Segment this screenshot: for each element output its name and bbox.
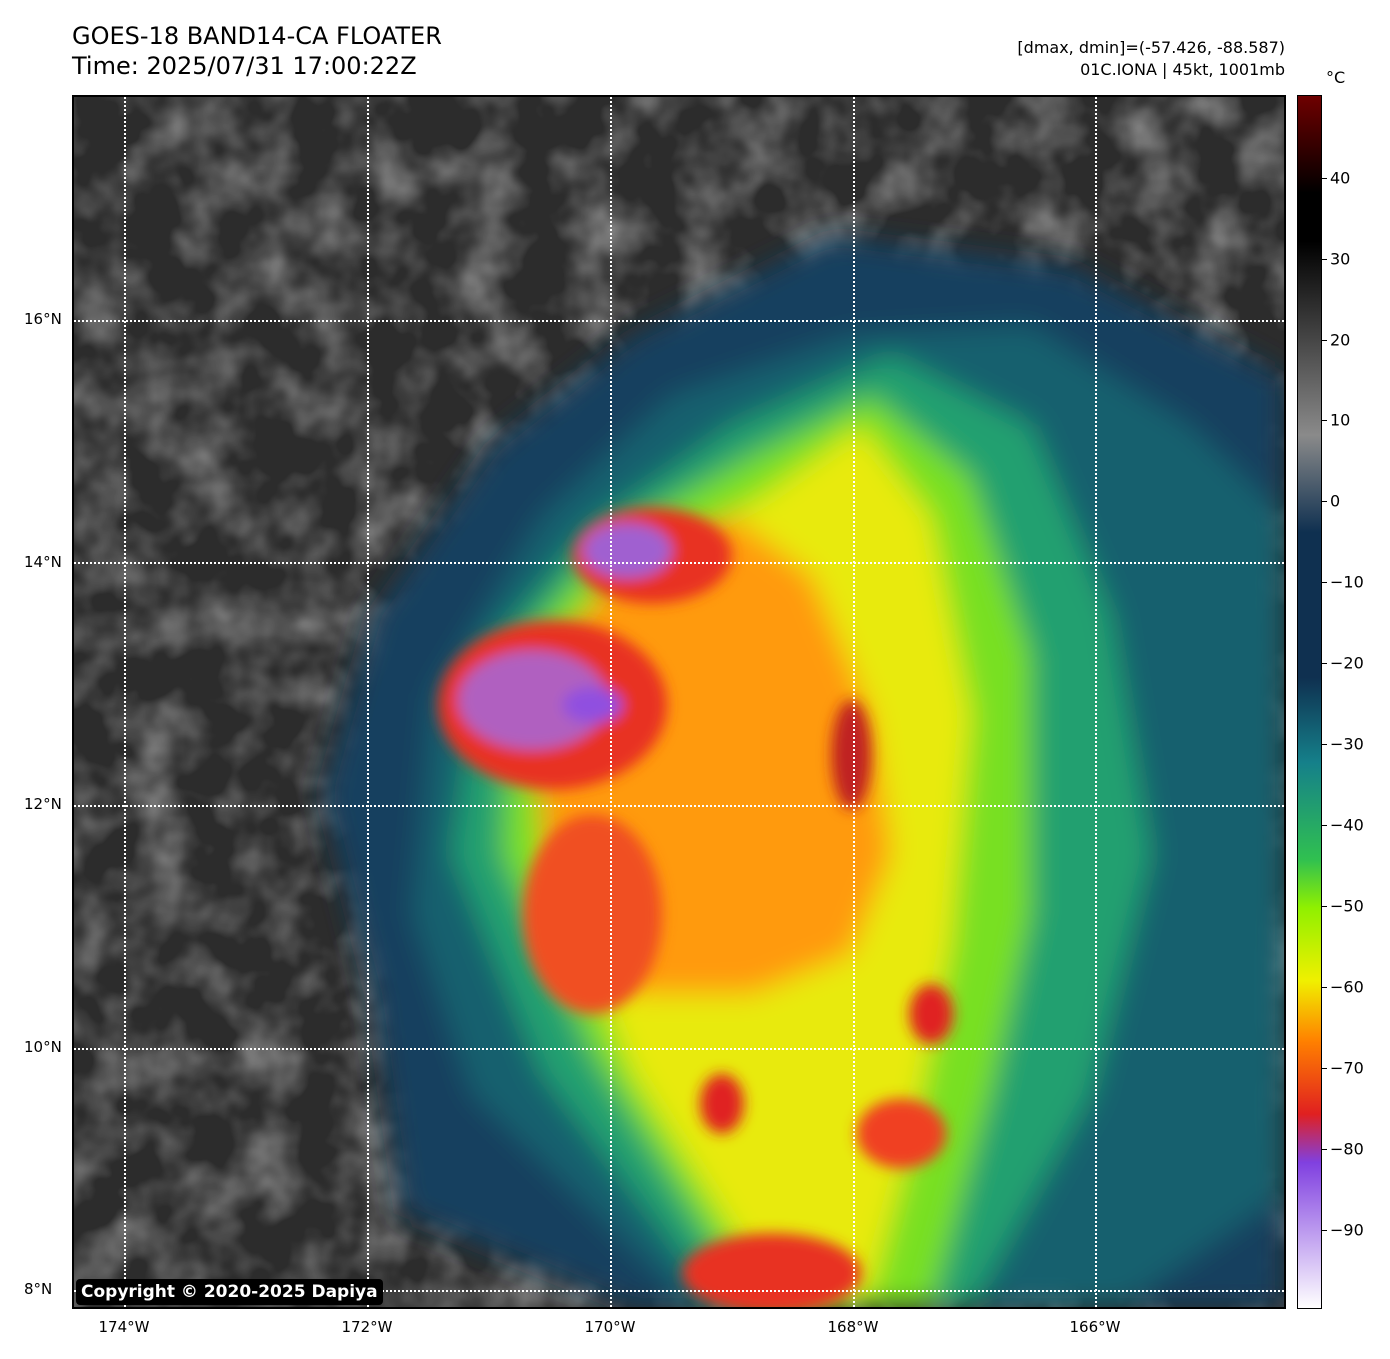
colorbar-tick — [1322, 1230, 1327, 1231]
gridline-8n — [74, 1290, 1284, 1292]
lat-label-12n: 12°N — [24, 795, 62, 813]
colorbar-unit: °C — [1326, 68, 1346, 87]
colorbar-tick — [1322, 825, 1327, 826]
title-line-1: GOES-18 BAND14-CA FLOATER — [72, 22, 442, 50]
gridline-166w — [1095, 97, 1097, 1307]
lat-label-16n: 16°N — [24, 310, 62, 328]
colorbar-label-minus90: −90 — [1330, 1220, 1364, 1240]
colorbar-tick — [1322, 1068, 1327, 1069]
colorbar-label-30: 30 — [1330, 249, 1351, 269]
colorbar-tick — [1322, 906, 1327, 907]
lon-label-166w: 166°W — [1069, 1318, 1121, 1336]
colorbar-label-minus40: −40 — [1330, 815, 1364, 835]
gridline-168w — [853, 97, 855, 1307]
lon-label-168w: 168°W — [827, 1318, 879, 1336]
colorbar-label-minus50: −50 — [1330, 896, 1364, 916]
colorbar-tick — [1322, 259, 1327, 260]
colorbar-label-40: 40 — [1330, 168, 1351, 188]
lat-label-8n: 8°N — [24, 1280, 53, 1298]
title-line-2: Time: 2025/07/31 17:00:22Z — [72, 52, 417, 80]
lon-label-174w: 174°W — [98, 1318, 150, 1336]
colorbar-label-20: 20 — [1330, 330, 1351, 350]
colorbar-label-minus80: −80 — [1330, 1139, 1364, 1159]
storm-info-text: 01C.IONA | 45kt, 1001mb — [1080, 60, 1285, 79]
colorbar-label-minus70: −70 — [1330, 1058, 1364, 1078]
gridline-174w — [124, 97, 126, 1307]
colorbar-tick — [1322, 420, 1327, 421]
colorbar-tick — [1322, 663, 1327, 664]
gridline-16n — [74, 320, 1284, 322]
satellite-map: Copyright © 2020-2025 Dapiya — [72, 95, 1286, 1309]
colorbar-label-minus60: −60 — [1330, 977, 1364, 997]
colorbar-label-10: 10 — [1330, 410, 1351, 430]
lon-label-170w: 170°W — [584, 1318, 636, 1336]
colorbar-tick — [1322, 744, 1327, 745]
lon-label-172w: 172°W — [341, 1318, 393, 1336]
colorbar-label-minus30: −30 — [1330, 734, 1364, 754]
gridline-12n — [74, 805, 1284, 807]
colorbar-tick — [1322, 582, 1327, 583]
colorbar-tick — [1322, 1149, 1327, 1150]
gridline-172w — [367, 97, 369, 1307]
colorbar-label-minus20: −20 — [1330, 653, 1364, 673]
gridline-10n — [74, 1048, 1284, 1050]
gridline-14n — [74, 562, 1284, 564]
colorbar-tick — [1322, 178, 1327, 179]
copyright-label: Copyright © 2020-2025 Dapiya — [76, 1279, 383, 1305]
dmax-dmin-text: [dmax, dmin]=(-57.426, -88.587) — [1017, 38, 1285, 57]
gridline-170w — [610, 97, 612, 1307]
colorbar-tick — [1322, 987, 1327, 988]
lat-label-10n: 10°N — [24, 1038, 62, 1056]
colorbar-label-minus10: −10 — [1330, 572, 1364, 592]
colorbar-label-0: 0 — [1330, 491, 1341, 511]
colorbar-tick — [1322, 501, 1327, 502]
lat-label-14n: 14°N — [24, 553, 62, 571]
colorbar-tick — [1322, 340, 1327, 341]
ir-imagery — [74, 97, 1284, 1307]
colorbar — [1297, 95, 1322, 1309]
